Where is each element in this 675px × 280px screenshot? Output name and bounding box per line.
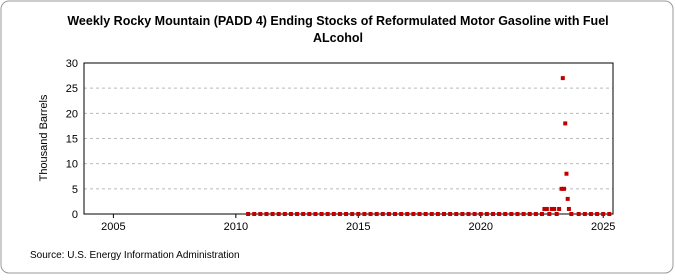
- point: [344, 212, 349, 216]
- point: [454, 212, 459, 216]
- point: [448, 212, 453, 216]
- point: [258, 212, 263, 216]
- point: [313, 212, 318, 216]
- point: [325, 212, 330, 216]
- point: [264, 212, 269, 216]
- point: [423, 212, 428, 216]
- point: [503, 212, 508, 216]
- point: [246, 212, 251, 216]
- point: [466, 212, 471, 216]
- point: [301, 212, 306, 216]
- point: [307, 212, 312, 216]
- point: [527, 212, 532, 216]
- point: [472, 212, 477, 216]
- point: [368, 212, 373, 216]
- point: [559, 186, 564, 191]
- point: [337, 212, 342, 216]
- point: [544, 206, 549, 211]
- point: [362, 212, 367, 216]
- point: [276, 212, 281, 216]
- x-tick-label: 2020: [469, 221, 493, 233]
- point: [509, 212, 514, 216]
- point: [356, 212, 361, 216]
- point: [601, 212, 606, 216]
- y-tick-label: 20: [66, 108, 78, 120]
- point: [478, 212, 483, 216]
- y-tick-label: 25: [66, 83, 78, 95]
- point: [442, 212, 447, 216]
- x-tick-label: 2005: [101, 221, 125, 233]
- point: [549, 206, 554, 211]
- y-axis-label: Thousand Barrels: [38, 94, 50, 181]
- chart-title: ALcohol: [313, 31, 363, 45]
- y-tick-label: 30: [66, 58, 78, 70]
- point: [560, 76, 565, 81]
- point: [547, 212, 552, 216]
- x-tick-label: 2010: [224, 221, 248, 233]
- point: [350, 212, 355, 216]
- point: [374, 212, 379, 216]
- point: [490, 212, 495, 216]
- y-tick-label: 10: [66, 159, 78, 171]
- point: [539, 212, 544, 216]
- point: [417, 212, 422, 216]
- point: [564, 171, 569, 176]
- point: [282, 212, 287, 216]
- point: [515, 212, 520, 216]
- point: [565, 196, 570, 201]
- point: [497, 212, 502, 216]
- point: [331, 212, 336, 216]
- plot-area: [83, 62, 614, 215]
- point: [399, 212, 404, 216]
- point: [435, 212, 440, 216]
- point: [429, 212, 434, 216]
- point: [542, 206, 547, 211]
- point: [595, 212, 600, 216]
- point: [386, 212, 391, 216]
- point: [411, 212, 416, 216]
- point: [393, 212, 398, 216]
- y-tick-label: 15: [66, 134, 78, 146]
- point: [563, 121, 568, 126]
- point: [288, 212, 293, 216]
- point: [270, 212, 275, 216]
- point: [569, 212, 574, 216]
- point: [521, 212, 526, 216]
- point: [252, 212, 257, 216]
- chart-title: Weekly Rocky Mountain (PADD 4) Ending St…: [67, 14, 608, 28]
- x-tick-label: 2025: [591, 221, 615, 233]
- point: [562, 186, 567, 191]
- point: [552, 206, 557, 211]
- point: [405, 212, 410, 216]
- frame: [0, 0, 674, 274]
- point: [588, 212, 593, 216]
- point: [554, 212, 559, 216]
- point: [607, 212, 612, 216]
- point: [295, 212, 300, 216]
- point: [582, 212, 587, 216]
- point: [460, 212, 465, 216]
- point: [576, 212, 581, 216]
- point: [557, 206, 562, 211]
- y-tick-label: 5: [72, 184, 78, 196]
- point: [380, 212, 385, 216]
- source: Source: U.S. Energy Information Administ…: [30, 250, 240, 261]
- point: [533, 212, 538, 216]
- x-tick-label: 2015: [346, 221, 370, 233]
- point: [319, 212, 324, 216]
- point: [484, 212, 489, 216]
- point: [566, 206, 571, 211]
- y-tick-label: 0: [72, 209, 78, 221]
